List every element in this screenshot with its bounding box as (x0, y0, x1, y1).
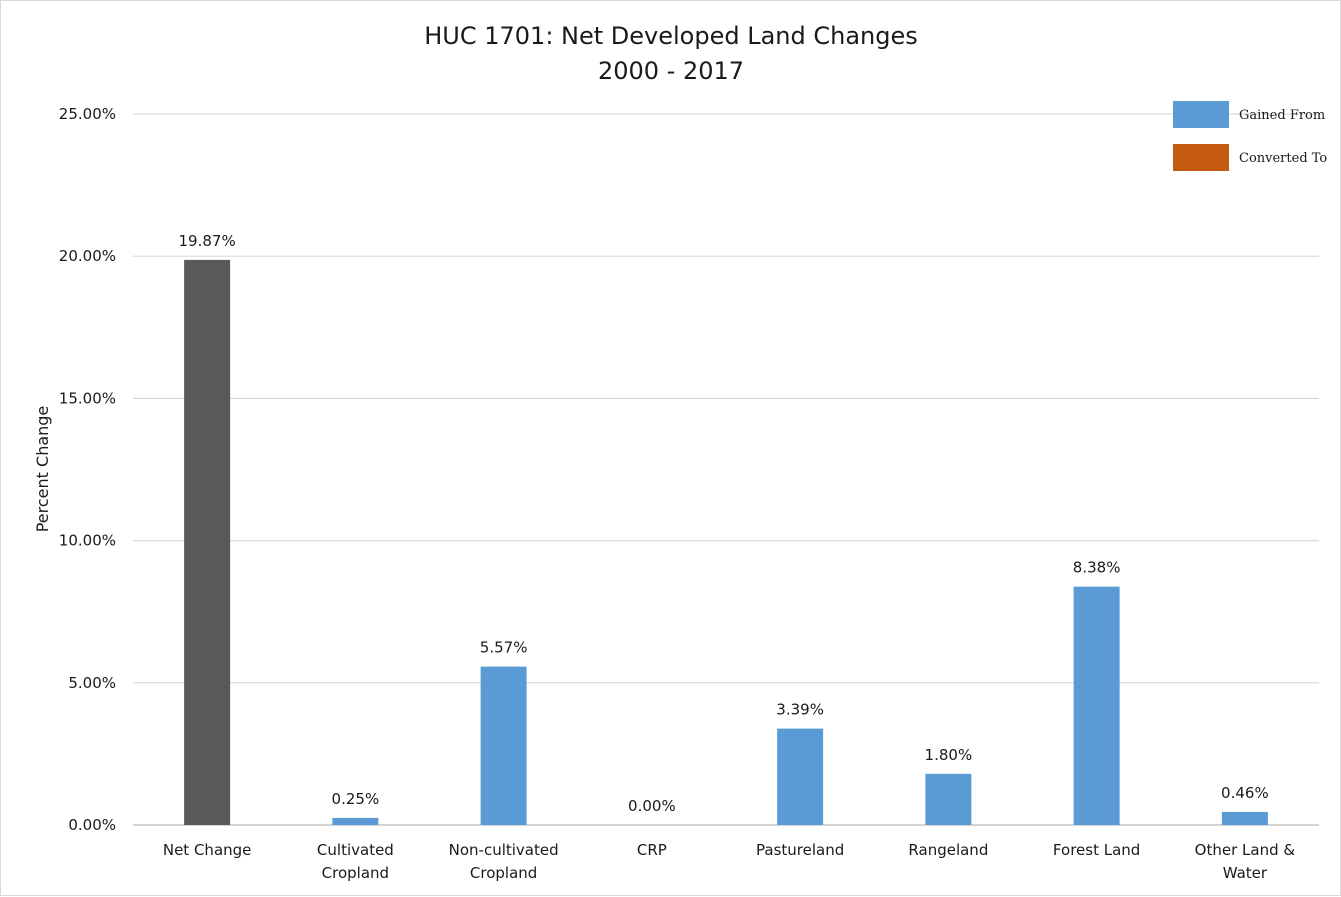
x-tick-label-line: Forest Land (1053, 841, 1140, 859)
y-tick-label: 5.00% (68, 674, 116, 692)
x-tick-label: CRP (637, 841, 667, 859)
x-tick-label: Other Land & Water (1195, 841, 1296, 882)
y-axis-ticks: 0.00% 5.00% 10.00% 15.00% 20.00% 25.00% (59, 105, 116, 834)
x-tick-label-line: Rangeland (908, 841, 988, 859)
x-tick-label: Non-cultivated Cropland (449, 841, 559, 882)
y-tick-label: 15.00% (59, 389, 116, 407)
legend-label: Converted To (1239, 151, 1327, 166)
x-axis-ticks: Net Change Cultivated CroplandNon-cultivat… (163, 841, 1296, 882)
gridlines (133, 113, 1319, 826)
y-tick-label: 10.00% (59, 532, 116, 550)
bar (1073, 586, 1120, 825)
legend-swatch (1173, 101, 1229, 128)
x-tick-label-line: Non-cultivated (449, 841, 559, 859)
bar (925, 773, 972, 825)
bar (184, 259, 231, 825)
legend-label: Gained From (1239, 108, 1325, 123)
x-tick-label-line: Cultivated (317, 841, 394, 859)
x-tick-label: Forest Land (1053, 841, 1140, 859)
data-label: 0.46% (1221, 784, 1269, 802)
legend-swatch (1173, 144, 1229, 171)
data-label: 1.80% (925, 746, 973, 764)
y-axis-label: Percent Change (33, 406, 52, 533)
x-tick-label-line: Cropland (470, 864, 537, 882)
x-tick-label-line: Other Land & (1195, 841, 1296, 859)
data-label: 19.87% (179, 232, 236, 250)
chart-subtitle: 2000 - 2017 (598, 57, 744, 85)
x-tick-label-line: Water (1223, 864, 1268, 882)
x-tick-label-line: Net Change (163, 841, 252, 859)
data-labels: 19.87% 0.25% 5.57% 0.00% 3.39% 1.80% 8.38% 0.46… (179, 232, 1269, 815)
data-label: 0.25% (332, 790, 380, 808)
x-tick-label-line: CRP (637, 841, 667, 859)
x-tick-label: Pastureland (756, 841, 844, 859)
data-label: 5.57% (480, 639, 528, 657)
chart-title: HUC 1701: Net Developed Land Changes (424, 22, 918, 50)
y-tick-label: 20.00% (59, 247, 116, 265)
data-label: 0.00% (628, 797, 676, 815)
y-tick-label: 25.00% (59, 105, 116, 123)
bar (332, 817, 379, 825)
x-tick-label: Rangeland (908, 841, 988, 859)
bar (480, 666, 527, 825)
bar (777, 728, 824, 825)
data-label: 8.38% (1073, 559, 1121, 577)
x-tick-label-line: Cropland (322, 864, 389, 882)
x-tick-label-line: Pastureland (756, 841, 844, 859)
legend: Gained From Converted To (1173, 101, 1327, 171)
x-tick-label: Net Change (163, 841, 252, 859)
data-label: 3.39% (776, 701, 824, 719)
bars (184, 259, 1268, 825)
bar (1221, 811, 1268, 825)
x-tick-label: Cultivated Cropland (317, 841, 394, 882)
y-tick-label: 0.00% (68, 816, 116, 834)
